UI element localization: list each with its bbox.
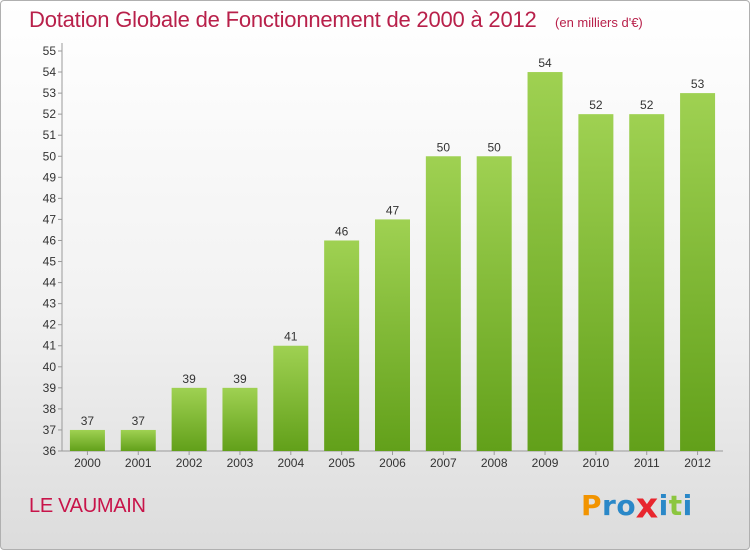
bar-2000[interactable] [69, 429, 105, 451]
bar-2012[interactable] [680, 93, 716, 452]
logo-letter: x [635, 484, 659, 527]
y-tick-label: 51 [43, 128, 57, 142]
y-tick-label: 47 [43, 212, 57, 226]
bar-value-label: 52 [589, 98, 603, 112]
bar-value-label: 54 [538, 56, 552, 70]
x-tick-label: 2010 [583, 456, 610, 470]
y-tick-label: 50 [43, 149, 57, 163]
x-tick-label: 2001 [125, 456, 152, 470]
x-tick-label: 2002 [176, 456, 203, 470]
bar-2007[interactable] [425, 156, 461, 451]
bar-value-label: 53 [691, 77, 705, 91]
y-tick-label: 44 [43, 276, 57, 290]
y-tick-label: 52 [43, 107, 57, 121]
y-tick-label: 37 [43, 423, 57, 437]
bar-value-label: 50 [488, 140, 502, 154]
x-tick-label: 2006 [379, 456, 406, 470]
bar-value-label: 47 [386, 203, 400, 217]
y-tick-label: 55 [43, 44, 57, 58]
y-tick-label: 41 [43, 339, 57, 353]
chart-title-line: Dotation Globale de Fonctionnement de 20… [29, 7, 643, 33]
x-tick-label: 2007 [430, 456, 457, 470]
x-tick-label: 2009 [532, 456, 559, 470]
y-tick-label: 48 [43, 191, 57, 205]
proxiti-logo[interactable]: Proxiti [581, 485, 693, 526]
bar-2001[interactable] [120, 429, 156, 451]
bar-2004[interactable] [273, 345, 309, 451]
commune-name: LE VAUMAIN [29, 495, 146, 517]
bar-2008[interactable] [476, 156, 512, 451]
y-tick-label: 46 [43, 233, 57, 247]
bar-2011[interactable] [629, 114, 665, 451]
bar-value-label: 37 [81, 414, 95, 428]
y-tick-label: 43 [43, 297, 57, 311]
chart-title: Dotation Globale de Fonctionnement de 20… [29, 7, 537, 32]
logo-letter: i [658, 489, 669, 522]
bar-2005[interactable] [324, 240, 360, 451]
y-tick-label: 42 [43, 318, 57, 332]
y-tick-label: 39 [43, 381, 57, 395]
bar-value-label: 37 [132, 414, 146, 428]
chart-subtitle: (en milliers d'€) [555, 15, 643, 30]
y-tick-label: 38 [43, 402, 57, 416]
x-tick-label: 2011 [634, 456, 660, 470]
bar-value-label: 50 [437, 140, 451, 154]
bar-value-label: 39 [233, 372, 247, 386]
x-tick-label: 2003 [227, 456, 254, 470]
y-tick-label: 40 [43, 360, 57, 374]
x-tick-label: 2008 [481, 456, 508, 470]
bar-value-label: 39 [182, 372, 196, 386]
logo-letter: r [602, 489, 617, 522]
y-tick-label: 49 [43, 170, 57, 184]
bar-2003[interactable] [222, 387, 258, 451]
x-tick-label: 2005 [328, 456, 355, 470]
y-tick-label: 45 [43, 255, 57, 269]
bar-2006[interactable] [375, 219, 410, 451]
y-tick-label: 36 [43, 444, 57, 458]
x-tick-label: 2000 [74, 456, 101, 470]
y-tick-label: 53 [43, 86, 57, 100]
bar-value-label: 46 [335, 224, 349, 238]
bar-2010[interactable] [578, 114, 614, 451]
logo-letter: o [616, 489, 637, 522]
bar-value-label: 52 [640, 98, 654, 112]
logo-letter: i [682, 489, 693, 522]
bar-value-label: 41 [284, 330, 298, 344]
bar-2009[interactable] [527, 72, 563, 451]
logo-letter: t [668, 489, 683, 522]
logo-letter: P [581, 489, 603, 522]
x-tick-label: 2012 [684, 456, 711, 470]
x-tick-label: 2004 [277, 456, 304, 470]
y-tick-label: 54 [43, 65, 57, 79]
bar-2002[interactable] [171, 387, 207, 451]
